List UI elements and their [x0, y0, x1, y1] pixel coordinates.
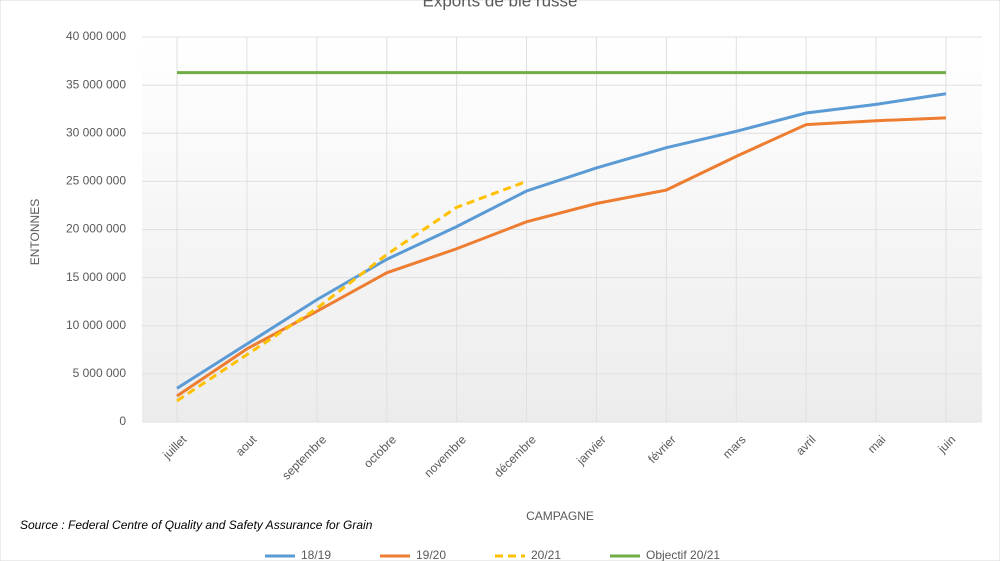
- legend-label: 19/20: [416, 548, 446, 561]
- series-line: [176, 116, 947, 398]
- chart-title: Exports de blé russe: [423, 0, 578, 10]
- legend-label: Objectif 20/21: [646, 548, 720, 561]
- y-tick-label: 5 000 000: [73, 366, 127, 380]
- legend-label: 20/21: [531, 548, 561, 561]
- y-tick-label: 40 000 000: [66, 29, 126, 43]
- legend-label: 18/19: [301, 548, 331, 561]
- y-tick-label: 35 000 000: [66, 77, 126, 91]
- y-tick-label: 10 000 000: [66, 318, 126, 332]
- series-line: [176, 179, 528, 403]
- source-note: Source : Federal Centre of Quality and S…: [20, 518, 373, 532]
- y-tick-label: 20 000 000: [66, 222, 126, 236]
- y-axis-label: ENTONNES: [28, 199, 42, 265]
- y-tick-label: 25 000 000: [66, 174, 126, 188]
- y-tick-label: 15 000 000: [66, 270, 126, 284]
- y-tick-label: 0: [119, 414, 126, 428]
- x-axis-label: CAMPAGNE: [526, 509, 594, 523]
- series-line: [176, 92, 947, 390]
- y-tick-label: 30 000 000: [66, 125, 126, 139]
